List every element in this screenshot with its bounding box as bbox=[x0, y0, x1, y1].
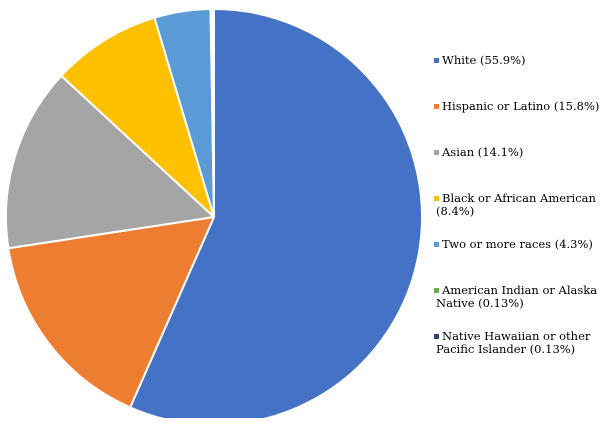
legend-label-2-line-0: Asian (14.1%) bbox=[441, 145, 523, 159]
legend-label-3-line-0: Black or African American bbox=[442, 191, 597, 205]
legend-label-6: Native Hawaiian or other Pacific Islander… bbox=[436, 329, 591, 356]
legend-item-0: White (55.9%) bbox=[434, 53, 526, 67]
legend-item-3: Black or African American (8.4%) bbox=[434, 191, 597, 218]
legend-label-0-line-0: White (55.9%) bbox=[442, 53, 526, 67]
pie-slices bbox=[5, 8, 423, 423]
legend-swatch-1 bbox=[434, 104, 439, 109]
legend: White (55.9%) Hispanic or Latino (15.8%) A… bbox=[434, 53, 599, 356]
legend-swatch-6 bbox=[434, 334, 439, 339]
legend-label-1-line-0: Hispanic or Latino (15.8%) bbox=[442, 99, 599, 113]
legend-swatch-4 bbox=[434, 242, 439, 247]
legend-swatch-3 bbox=[434, 196, 439, 201]
legend-label-1: Hispanic or Latino (15.8%) bbox=[442, 99, 599, 113]
legend-label-6-line-1: Pacific Islander (0.13%) bbox=[436, 342, 575, 356]
legend-item-5: American Indian or Alaska Native (0.13%) bbox=[434, 283, 597, 310]
legend-label-5-line-0: American Indian or Alaska bbox=[441, 283, 597, 297]
legend-label-6-line-0: Native Hawaiian or other bbox=[442, 329, 591, 343]
legend-swatch-2 bbox=[434, 150, 439, 155]
legend-item-2: Asian (14.1%) bbox=[434, 145, 523, 159]
pie-slice-0 bbox=[129, 8, 423, 423]
legend-label-5: American Indian or Alaska Native (0.13%) bbox=[436, 283, 597, 310]
pie-slice-3 bbox=[60, 16, 215, 218]
legend-swatch-5 bbox=[434, 288, 439, 293]
legend-item-1: Hispanic or Latino (15.8%) bbox=[434, 99, 599, 113]
legend-item-4: Two or more races (4.3%) bbox=[434, 237, 593, 251]
legend-label-4-line-0: Two or more races (4.3%) bbox=[442, 237, 593, 251]
pie-slice-1 bbox=[7, 216, 215, 409]
legend-item-6: Native Hawaiian or other Pacific Islander… bbox=[434, 329, 591, 356]
legend-label-2: Asian (14.1%) bbox=[441, 145, 523, 159]
pie-slice-6 bbox=[211, 8, 215, 218]
legend-label-3-line-1: (8.4%) bbox=[436, 204, 474, 218]
legend-label-0: White (55.9%) bbox=[442, 53, 526, 67]
pie-slice-2 bbox=[5, 74, 215, 250]
legend-swatch-0 bbox=[434, 58, 439, 63]
legend-label-4: Two or more races (4.3%) bbox=[442, 237, 593, 251]
legend-label-3: Black or African American (8.4%) bbox=[436, 191, 597, 218]
legend-label-5-line-1: Native (0.13%) bbox=[436, 296, 524, 310]
